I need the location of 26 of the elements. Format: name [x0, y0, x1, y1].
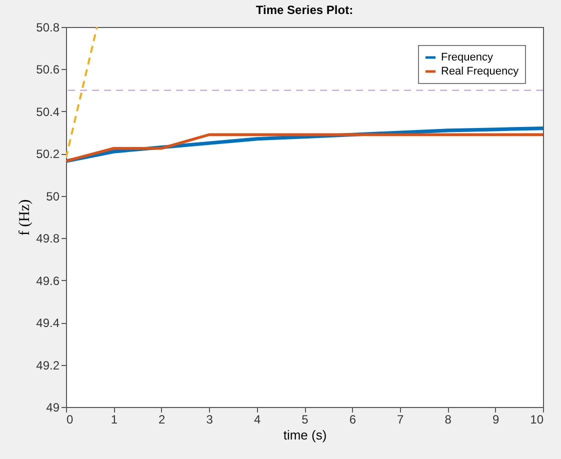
x-tick-label: 1 [110, 412, 118, 426]
y-tick-label: 49.2 [36, 358, 60, 372]
legend-label: Real Frequency [441, 66, 520, 78]
y-tick-label: 49.8 [36, 232, 60, 246]
x-tick-label: 4 [254, 412, 261, 426]
y-tick-label: 50.4 [36, 104, 60, 119]
x-tick-label: 3 [206, 412, 214, 426]
x-tick-label: 5 [302, 412, 309, 426]
y-tick-label: 49 [46, 400, 60, 414]
chart-title: Time Series Plot: [256, 3, 354, 17]
y-tick-label: 50.6 [36, 62, 60, 77]
y-tick-label: 50.8 [36, 20, 60, 34]
y-axis-title: f (Hz) [17, 199, 34, 236]
x-tick-label: 2 [158, 412, 166, 426]
x-tick-label: 8 [444, 412, 452, 426]
x-tick-label: 9 [492, 412, 500, 426]
legend-label: Frequency [441, 52, 494, 64]
y-tick-label: 49.4 [36, 316, 60, 330]
y-tick-label: 50 [46, 189, 60, 204]
x-axis-title: time (s) [283, 428, 327, 442]
y-tick-label: 50.2 [36, 147, 60, 162]
x-tick-label: 10 [530, 412, 544, 426]
x-tick-label: 6 [349, 412, 356, 426]
x-tick-label: 7 [397, 412, 404, 426]
y-tick-label: 49.6 [36, 274, 60, 288]
x-tick-label: 0 [66, 412, 74, 426]
